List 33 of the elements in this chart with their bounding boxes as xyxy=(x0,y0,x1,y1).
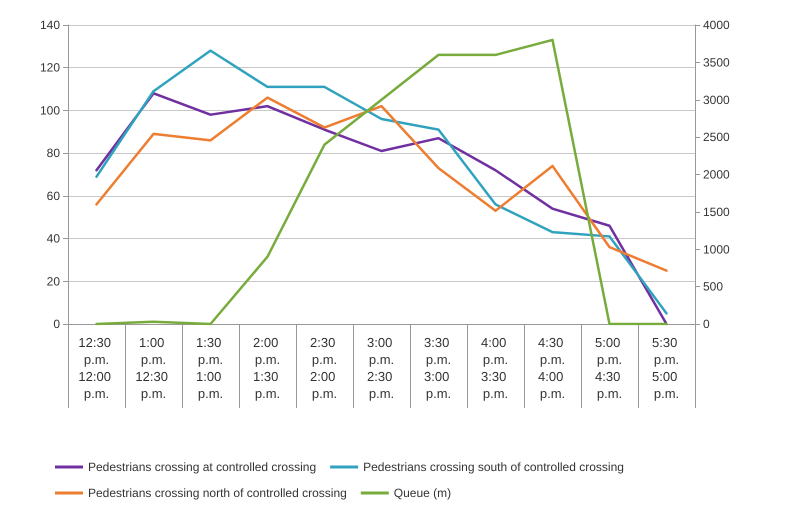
y-tick-label: 60 xyxy=(46,188,60,203)
y2-tick-label: 1500 xyxy=(703,204,730,219)
y-tick-label: 20 xyxy=(46,274,60,288)
y2-tick-label: 500 xyxy=(703,280,724,294)
line-series xyxy=(95,96,668,272)
y-tick-label: 100 xyxy=(40,103,60,118)
y2-tick-label: 3500 xyxy=(703,55,730,70)
y2-tick-label: 1000 xyxy=(703,242,730,256)
x-tick-label: 2:00 p.m. 1:30 p.m. xyxy=(253,335,282,401)
x-tick-label: 2:30 p.m. 2:00 p.m. xyxy=(310,335,339,401)
y-tick-label: 140 xyxy=(40,18,60,32)
y-tick-label: 80 xyxy=(46,146,60,160)
x-tick-label: 4:30 p.m. 4:00 p.m. xyxy=(538,335,567,401)
legend-label: Pedestrians crossing south of controlled crossing xyxy=(363,460,624,474)
x-tick-label: 1:00 p.m. 12:30 p.m. xyxy=(135,335,172,401)
y-tick-label: 120 xyxy=(40,60,60,75)
x-tick-label: 3:00 p.m. 2:30 p.m. xyxy=(367,335,396,401)
y2-tick-label: 3000 xyxy=(703,92,730,107)
x-tick-label: 5:00 p.m. 4:30 p.m. xyxy=(595,335,624,401)
x-tick-label: 4:00 p.m. 3:30 p.m. xyxy=(481,335,510,401)
x-tick-label: 1:30 p.m. 1:00 p.m. xyxy=(196,335,225,401)
y2-tick-label: 2500 xyxy=(703,130,730,144)
x-tick-label: 12:30 p.m. 12:00 p.m. xyxy=(78,335,115,401)
legend-label: Pedestrians crossing north of controlled crossing xyxy=(88,486,347,500)
x-tick-label: 5:30 p.m. 5:00 p.m. xyxy=(652,335,681,401)
y2-tick-label: 0 xyxy=(703,317,710,331)
legend-label: Queue (m) xyxy=(394,486,452,500)
y-tick-label: 40 xyxy=(46,232,60,246)
y2-tick-label: 2000 xyxy=(703,168,730,182)
y2-tick-label: 4000 xyxy=(703,18,730,32)
legend-label: Pedestrians crossing at controlled crossing xyxy=(88,460,316,474)
x-tick-label: 3:30 p.m. 3:00 p.m. xyxy=(424,335,453,401)
y-tick-label: 0 xyxy=(53,317,60,331)
